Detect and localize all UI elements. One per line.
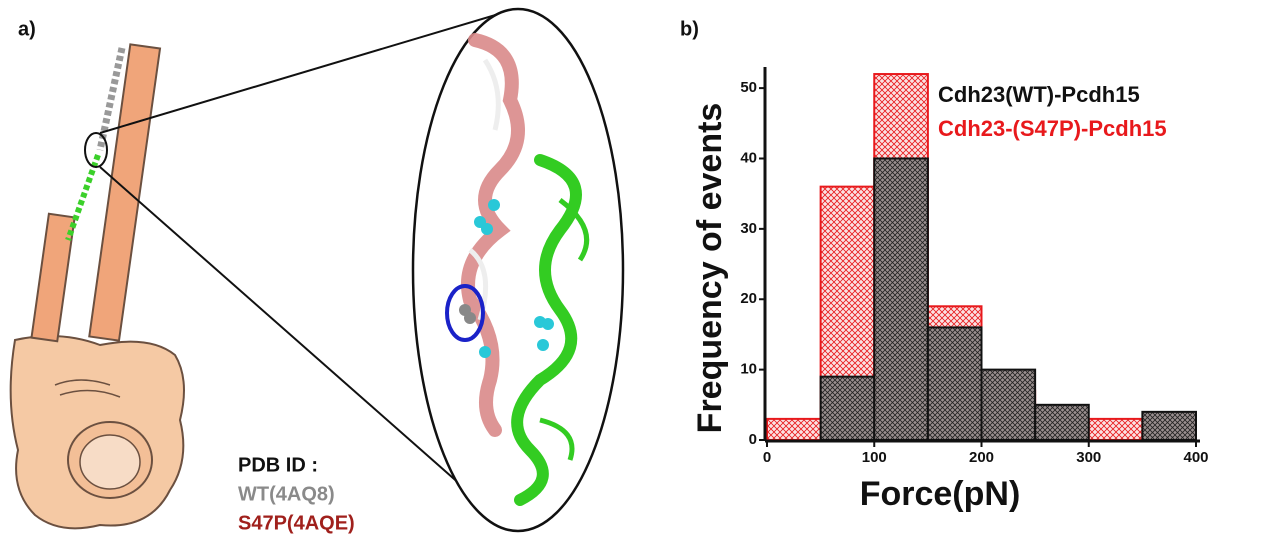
y-axis-title: Frequency of events xyxy=(691,103,729,434)
y-tick-label: 50 xyxy=(740,79,757,96)
bar xyxy=(1034,403,1090,441)
x-tick-label: 0 xyxy=(763,449,771,466)
legend-entry: Cdh23(WT)-Pcdh15 xyxy=(938,82,1140,107)
bar xyxy=(980,368,1037,442)
y-tick-label: 0 xyxy=(749,431,757,448)
wt-label: WT(4AQ8) xyxy=(238,483,335,505)
panel-label: b) xyxy=(680,18,699,40)
x-axis-title: Force(pN) xyxy=(860,475,1021,513)
bar xyxy=(819,375,876,441)
y-tick-label: 20 xyxy=(740,290,757,307)
mutant-label: S47P(4AQE) xyxy=(238,512,355,534)
panel-label: a) xyxy=(18,18,36,40)
x-tick-label: 200 xyxy=(969,449,994,466)
bar xyxy=(766,417,822,441)
bar xyxy=(873,157,929,441)
y-tick-label: 10 xyxy=(740,361,757,378)
y-tick-label: 40 xyxy=(740,149,757,166)
pdb-title: PDB ID : xyxy=(238,454,318,476)
bar xyxy=(1141,410,1197,442)
y-tick-label: 30 xyxy=(740,220,757,237)
x-tick-label: 300 xyxy=(1076,449,1101,466)
x-tick-label: 100 xyxy=(862,449,887,466)
legend-entry: Cdh23-(S47P)-Pcdh15 xyxy=(938,116,1167,141)
bar xyxy=(1087,417,1144,441)
histogram: 0 10 20 30 40 50 0 100 200 300 400 Cdh23(WT)-Pcdh15… xyxy=(740,67,1209,466)
bar xyxy=(926,326,983,442)
x-tick-label: 400 xyxy=(1183,449,1208,466)
cell-illustration xyxy=(9,7,625,533)
